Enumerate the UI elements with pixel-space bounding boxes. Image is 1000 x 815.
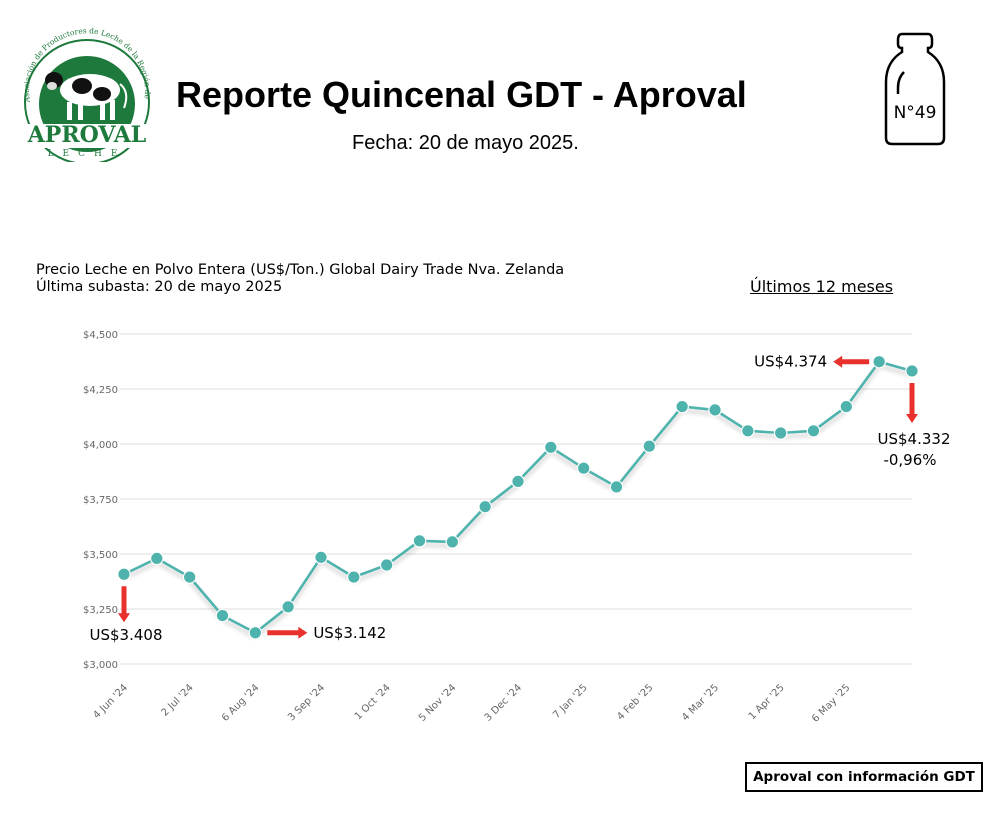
y-tick-label: $4,250 [83, 385, 118, 396]
data-point [248, 625, 263, 640]
y-tick-label: $3,000 [83, 660, 118, 671]
data-point [675, 399, 689, 414]
milk-bottle-icon [884, 32, 946, 146]
x-tick-label: 1 Oct '24 [353, 682, 393, 722]
first-value-label: US$3.408 [90, 626, 163, 644]
report-date: Fecha: 20 de mayo 2025. [352, 132, 579, 154]
last-change-label: -0,96% [883, 451, 936, 469]
x-tick-label: 3 Sep '24 [286, 682, 327, 723]
max-value-label: US$4.374 [754, 353, 827, 371]
first-value-arrow [118, 586, 130, 623]
data-point [412, 533, 427, 548]
x-tick-label: 3 Dec '24 [483, 682, 524, 723]
data-point [445, 535, 460, 549]
y-tick-label: $3,250 [83, 605, 118, 616]
x-tick-label: 6 May '25 [810, 682, 852, 724]
data-point [379, 558, 394, 572]
data-point [642, 439, 657, 453]
x-tick-label: 2 Jul '24 [160, 682, 196, 718]
x-tick-label: 5 Nov '24 [417, 682, 459, 724]
issue-number: N°49 [893, 103, 937, 123]
cow-icon [45, 72, 128, 120]
data-point [314, 550, 328, 565]
data-point [478, 499, 492, 514]
y-tick-label: $4,500 [83, 330, 118, 341]
x-tick-label: 6 Aug '24 [220, 682, 262, 724]
period-label: Últimos 12 meses [750, 277, 894, 296]
x-tick-label: 4 Jun '24 [91, 682, 130, 721]
x-tick-label: 4 Mar '25 [680, 682, 721, 723]
data-point [117, 567, 131, 582]
min-value-label: US$3.142 [313, 624, 386, 642]
data-point [741, 423, 755, 438]
series-line [123, 360, 913, 635]
logo-name: APROVAL [27, 122, 147, 148]
x-tick-label: 4 Feb '25 [615, 682, 655, 722]
data-point [609, 480, 624, 494]
data-point [806, 423, 821, 438]
data-point [215, 608, 230, 623]
last-value-label: US$4.332 [878, 430, 951, 448]
last-value-arrow [906, 382, 918, 423]
aproval-logo: Asociación de Productores de Leche de la… [12, 22, 162, 162]
data-point [281, 599, 295, 614]
report-title: Reporte Quincenal GDT - Aproval [176, 74, 747, 115]
y-tick-label: $3,500 [83, 550, 118, 561]
data-point [544, 440, 558, 455]
y-tick-label: $3,750 [83, 495, 118, 506]
data-point [576, 461, 591, 475]
chart-title-line2: Última subasta: 20 de mayo 2025 [36, 279, 283, 295]
data-point [872, 354, 886, 369]
logo-sub: LECHE [48, 149, 127, 159]
data-point [905, 364, 919, 378]
x-tick-label: 1 Apr '25 [747, 682, 787, 722]
data-point [347, 570, 361, 584]
data-point [708, 403, 722, 417]
data-point [182, 570, 197, 584]
max-value-arrow [833, 355, 870, 368]
source-note: Aproval con información GDT [745, 762, 983, 792]
min-value-arrow [267, 626, 308, 639]
data-point [839, 399, 854, 414]
data-point [773, 426, 788, 440]
x-tick-label: 7 Jan '25 [551, 682, 590, 721]
chart-title: Precio Leche en Polvo Entera (US$/Ton.) … [36, 262, 564, 296]
chart-title-line1: Precio Leche en Polvo Entera (US$/Ton.) … [36, 262, 565, 278]
y-tick-label: $4,000 [83, 440, 118, 451]
data-point [511, 474, 525, 489]
data-point [150, 551, 164, 566]
